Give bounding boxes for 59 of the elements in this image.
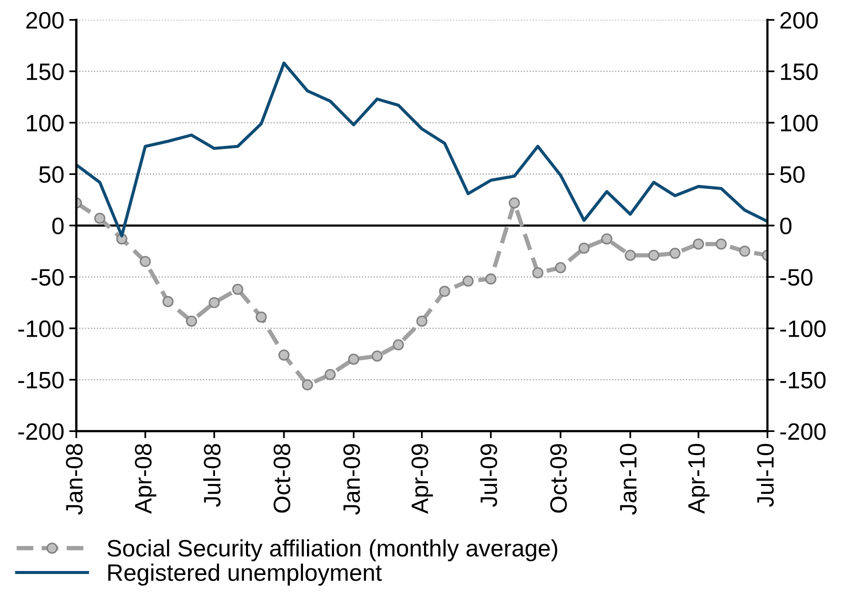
point [601, 233, 612, 244]
point [624, 250, 636, 261]
y-tick-label: -100 [18, 320, 64, 338]
y-tick-label: -200 [18, 423, 64, 440]
point [140, 256, 151, 268]
y2-tick-label: 50 [780, 166, 805, 183]
x-tick-label: Oct-08 [274, 444, 290, 513]
y2-tick-label: -100 [780, 320, 826, 338]
legend-label: Registered unemployment [108, 564, 382, 586]
point [186, 316, 198, 327]
y2-tick-label: 200 [780, 12, 818, 29]
point [439, 286, 450, 297]
x-tick-label: Apr-08 [134, 444, 156, 514]
x-tick-label: Jan-09 [343, 444, 360, 515]
x-tick-label: Jul-10 [756, 444, 774, 507]
y-tick-label: 150 [26, 63, 64, 80]
point [578, 242, 590, 254]
point [485, 273, 496, 285]
x-tick-label: Apr-10 [688, 444, 710, 514]
x-tick-label: Jul-09 [480, 444, 498, 507]
y-tick-label: 0 [52, 218, 64, 234]
point [462, 275, 474, 287]
point [302, 379, 314, 390]
y-tick-label: -150 [18, 372, 64, 389]
point [555, 262, 566, 274]
x-tick-label: Jul-08 [203, 444, 221, 507]
point [372, 350, 383, 362]
point [739, 246, 750, 257]
point [532, 267, 544, 278]
legend-label: Social Security affiliation (monthly average) [107, 539, 558, 562]
y-tick-label: 100 [26, 114, 64, 132]
point [278, 350, 290, 361]
x-tick-label: Oct-09 [550, 444, 567, 513]
y2-tick-label: -150 [780, 372, 826, 389]
point [162, 296, 174, 308]
y2-tick-label: 150 [781, 63, 818, 80]
y2-tick-label: -50 [780, 268, 812, 286]
y2-tick-label: -200 [780, 423, 826, 440]
y-tick-label: -50 [31, 268, 64, 286]
point [256, 311, 267, 323]
y-tick-label: 50 [39, 166, 64, 183]
y2-tick-label: 0 [780, 218, 792, 234]
point [232, 284, 244, 295]
point [416, 316, 428, 327]
point [648, 250, 660, 261]
point [669, 248, 681, 259]
point [208, 297, 220, 308]
point [94, 212, 106, 224]
x-tick-label: Jan-10 [620, 444, 637, 515]
y2-tick-label: 100 [781, 114, 818, 132]
point [692, 238, 704, 250]
x-tick-label: Apr-09 [412, 444, 433, 514]
point [324, 369, 336, 380]
y-tick-label: 200 [26, 12, 64, 29]
point [508, 197, 520, 208]
point [392, 339, 404, 350]
point [348, 354, 360, 365]
point [716, 238, 727, 250]
x-tick-label: Jan-08 [66, 444, 83, 515]
